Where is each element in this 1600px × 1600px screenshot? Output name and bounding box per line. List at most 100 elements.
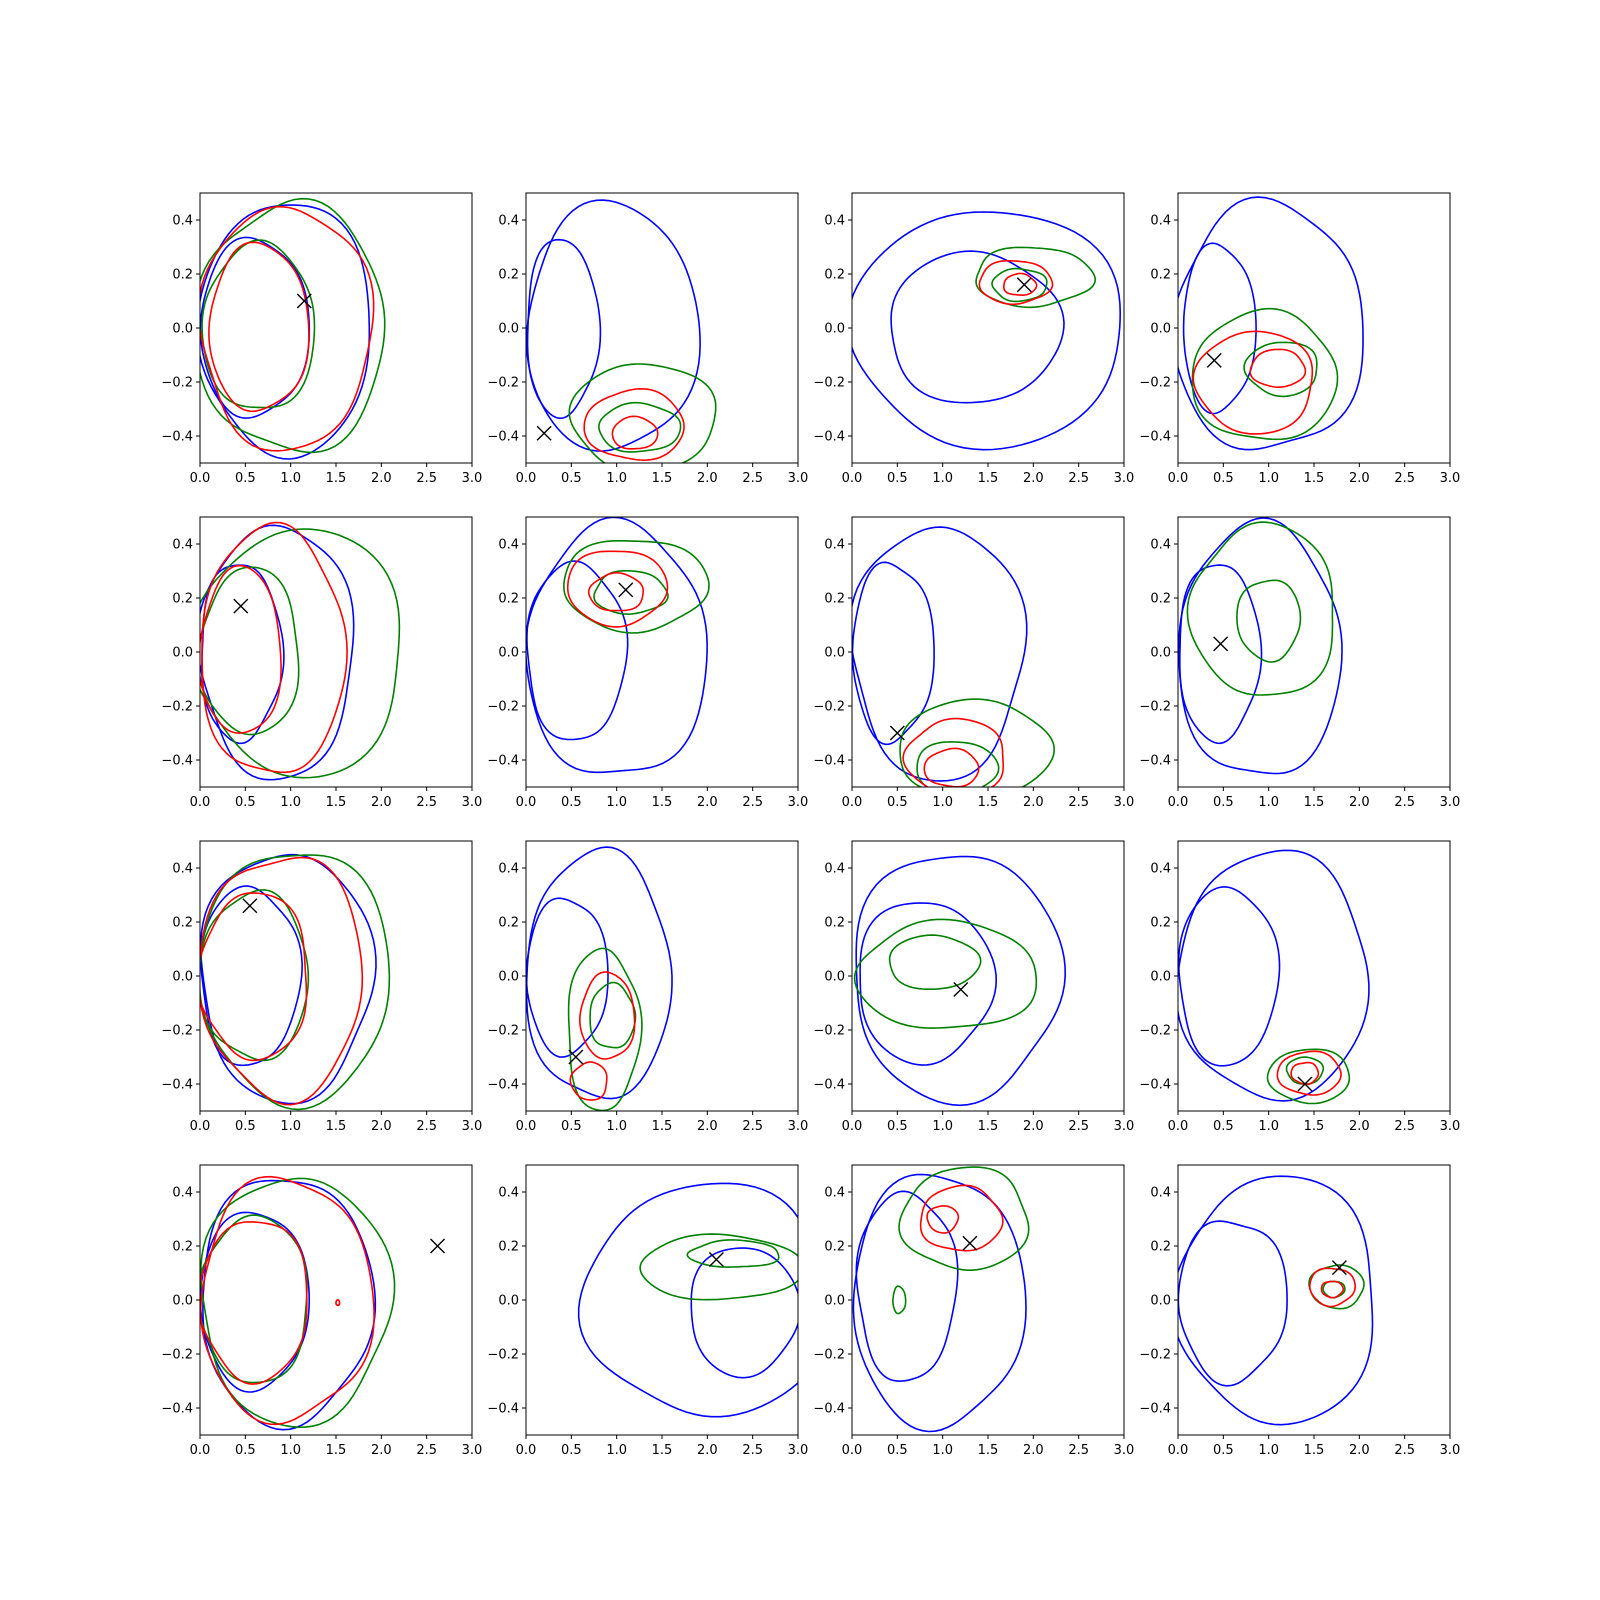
y-tick-label: 0.4 <box>824 538 845 553</box>
x-tick-label: 0.5 <box>1213 471 1234 486</box>
marker-x <box>1016 277 1032 293</box>
y-tick-label: 0.0 <box>824 646 845 661</box>
x-tick-label: 2.5 <box>1068 1119 1089 1134</box>
y-tick-label: −0.4 <box>1139 430 1171 445</box>
subplot-6: 0.0 0.5 1.0 1.5 2.0 2.5 3.0 −0.4 −0.2 0.0 0.2 0.4 <box>487 516 809 810</box>
x-tick-label: 3.0 <box>1114 1119 1135 1134</box>
contour-line <box>852 211 1122 451</box>
y-tick-label: 0.2 <box>824 268 845 283</box>
x-tick-label: 3.0 <box>788 795 809 810</box>
contour-line <box>526 897 609 1058</box>
marker-x <box>953 982 969 997</box>
x-tick-label: 1.0 <box>280 1443 301 1458</box>
x-tick-label: 0.5 <box>561 1119 582 1134</box>
x-tick-label: 3.0 <box>1114 471 1135 486</box>
contour-line <box>1192 330 1314 435</box>
y-tick-label: 0.4 <box>498 214 519 229</box>
x-tick-label: 1.0 <box>1258 1443 1279 1458</box>
axes-frame <box>525 192 799 464</box>
x-tick-label: 1.5 <box>652 1443 673 1458</box>
contour-line <box>1178 1220 1288 1387</box>
contour-line <box>1308 1267 1357 1308</box>
subplot-10: 0.0 0.5 1.0 1.5 2.0 2.5 3.0 −0.4 −0.2 0.0 0.2 0.4 <box>487 840 808 1134</box>
x-tick-label: 2.5 <box>742 471 763 486</box>
x-tick-label: 0.0 <box>842 471 863 486</box>
x-tick-label: 2.5 <box>1068 795 1089 810</box>
contour-line <box>589 981 637 1049</box>
x-tick-label: 0.5 <box>235 471 256 486</box>
y-tick-label: −0.2 <box>1139 700 1171 715</box>
x-tick-label: 0.0 <box>516 471 537 486</box>
y-tick-label: 0.4 <box>1150 538 1171 553</box>
x-tick-label: 2.0 <box>1023 471 1044 486</box>
marker-x <box>708 1252 724 1267</box>
x-tick-label: 0.5 <box>561 471 582 486</box>
x-tick-label: 0.0 <box>842 1119 863 1134</box>
contour-line <box>892 1285 907 1315</box>
y-tick-label: −0.2 <box>813 1024 845 1039</box>
plot-area <box>526 199 717 463</box>
x-tick-label: 0.0 <box>516 795 537 810</box>
subplot-15: 0.0 0.5 1.0 1.5 2.0 2.5 3.0 −0.4 −0.2 0.0 0.2 0.4 <box>813 1164 1134 1458</box>
x-tick-label: 2.0 <box>697 795 718 810</box>
marker-x <box>962 1235 978 1251</box>
y-tick-label: −0.2 <box>161 1348 193 1363</box>
contour-line <box>563 540 710 634</box>
marker-x <box>618 582 634 598</box>
contour-line <box>200 524 355 781</box>
contour-line <box>1236 579 1302 663</box>
x-tick-label: 3.0 <box>788 471 809 486</box>
contour-line <box>201 239 316 409</box>
x-tick-label: 0.0 <box>842 795 863 810</box>
y-tick-label: 0.0 <box>498 646 519 661</box>
x-tick-label: 1.0 <box>606 795 627 810</box>
subplot-5: 0.0 0.5 1.0 1.5 2.0 2.5 3.0 −0.4 −0.2 0.0 0.2 0.4 <box>161 516 482 810</box>
contour-line <box>200 1175 375 1426</box>
axes-frame <box>525 840 799 1112</box>
x-tick-label: 1.5 <box>978 471 999 486</box>
plot-area <box>577 1182 798 1418</box>
marker-x <box>242 898 258 914</box>
x-tick-label: 1.0 <box>932 795 953 810</box>
y-tick-label: −0.4 <box>1139 1078 1171 1093</box>
contour-line <box>919 1184 1004 1252</box>
contour-line <box>598 401 682 453</box>
x-tick-label: 3.0 <box>462 1443 483 1458</box>
contour-line <box>1249 348 1307 388</box>
x-tick-label: 1.5 <box>652 795 673 810</box>
y-tick-label: 0.0 <box>172 970 193 985</box>
contour-line <box>926 1205 960 1234</box>
x-tick-label: 1.0 <box>280 471 301 486</box>
plot-area <box>852 526 1056 787</box>
contour-line <box>916 741 1000 787</box>
contour-line <box>1178 517 1343 775</box>
x-tick-label: 1.0 <box>1258 795 1279 810</box>
y-tick-label: 0.0 <box>172 646 193 661</box>
y-tick-label: 0.2 <box>498 268 519 283</box>
y-tick-label: 0.2 <box>498 1240 519 1255</box>
contour-line <box>1179 564 1263 745</box>
x-tick-label: 1.0 <box>932 1119 953 1134</box>
contour-line <box>898 1166 1030 1271</box>
y-tick-label: −0.4 <box>813 430 845 445</box>
x-tick-label: 1.0 <box>1258 471 1279 486</box>
x-tick-label: 1.0 <box>606 1119 627 1134</box>
y-tick-label: −0.2 <box>1139 1348 1171 1363</box>
contour-line <box>567 947 643 1111</box>
contour-line <box>200 528 401 779</box>
x-tick-label: 2.5 <box>416 1119 437 1134</box>
y-tick-label: −0.2 <box>1139 376 1171 391</box>
y-tick-label: 0.0 <box>824 970 845 985</box>
y-tick-label: −0.2 <box>813 1348 845 1363</box>
y-tick-label: 0.2 <box>1150 1240 1171 1255</box>
y-tick-label: 0.0 <box>1150 970 1171 985</box>
y-tick-label: −0.2 <box>1139 1024 1171 1039</box>
x-tick-label: 2.5 <box>742 1119 763 1134</box>
x-tick-label: 0.0 <box>1168 1119 1189 1134</box>
subplot-9: 0.0 0.5 1.0 1.5 2.0 2.5 3.0 −0.4 −0.2 0.0 0.2 0.4 <box>161 840 482 1134</box>
plot-area <box>1178 849 1370 1105</box>
contour-line <box>991 267 1048 303</box>
x-tick-label: 3.0 <box>1440 471 1461 486</box>
x-tick-label: 0.5 <box>887 471 908 486</box>
x-tick-label: 0.5 <box>235 795 256 810</box>
